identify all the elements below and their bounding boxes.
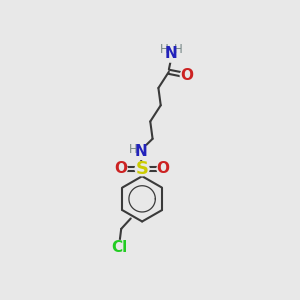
Text: S: S	[136, 160, 148, 178]
Text: H: H	[160, 43, 169, 56]
Text: O: O	[115, 161, 128, 176]
Circle shape	[112, 240, 126, 254]
Text: O: O	[180, 68, 193, 83]
Text: H: H	[174, 43, 183, 56]
Circle shape	[162, 44, 180, 62]
Circle shape	[180, 69, 192, 81]
Circle shape	[157, 163, 169, 175]
Circle shape	[115, 163, 127, 175]
Circle shape	[135, 162, 149, 176]
Text: Cl: Cl	[111, 240, 127, 255]
Circle shape	[132, 143, 148, 160]
Text: N: N	[165, 46, 178, 61]
Text: O: O	[157, 161, 169, 176]
Text: N: N	[135, 144, 148, 159]
Text: H: H	[129, 143, 138, 156]
